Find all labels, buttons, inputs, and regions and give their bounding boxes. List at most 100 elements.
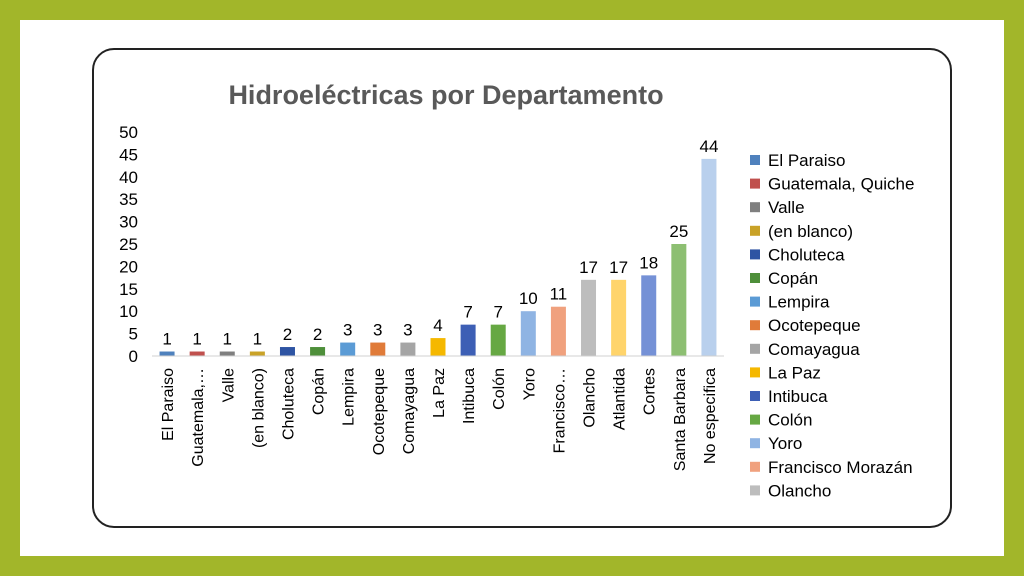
legend-swatch — [750, 367, 760, 378]
x-tick-label: Ocotepeque — [371, 368, 388, 455]
legend-swatch — [750, 155, 760, 165]
data-label: 17 — [609, 258, 628, 277]
legend-item: Copán — [768, 269, 818, 288]
x-tick-label: Choluteca — [280, 368, 297, 440]
bar — [520, 311, 536, 356]
data-label: 7 — [493, 303, 502, 322]
y-tick-label: 10 — [119, 302, 138, 321]
data-label: 3 — [343, 321, 352, 340]
bar — [310, 347, 326, 356]
x-axis: El Paraiso Guatemala,… Valle (en blanco) Cho… — [152, 355, 724, 471]
bar-chart: Hidroeléctricas por Departamento 0 5 10 15 2… — [119, 80, 914, 500]
legend-item: Intibuca — [768, 387, 828, 406]
data-label: 3 — [373, 321, 382, 340]
legend-item: Olancho — [768, 481, 831, 500]
x-tick-label: La Paz — [431, 368, 448, 418]
bar — [641, 275, 657, 356]
legend-swatch — [750, 343, 760, 354]
y-tick-label: 20 — [119, 257, 138, 276]
x-tick-label: El Paraiso — [160, 368, 177, 441]
y-tick-label: 25 — [119, 235, 138, 254]
x-tick-label: Copán — [311, 368, 328, 415]
y-tick-label: 30 — [119, 213, 138, 232]
legend-item: Guatemala, Quiche — [768, 175, 914, 194]
data-label: 18 — [639, 253, 658, 272]
x-tick-label: Yoro — [521, 368, 538, 400]
bar — [611, 279, 627, 356]
legend-item: Choluteca — [768, 245, 845, 264]
legend-swatch — [750, 414, 760, 425]
bar — [189, 351, 205, 356]
y-axis: 0 5 10 15 20 25 30 35 40 45 50 — [119, 123, 138, 366]
legend-item: La Paz — [768, 363, 821, 382]
legend-swatch — [750, 320, 760, 331]
data-label: 1 — [192, 330, 201, 349]
legend-item: Yoro — [768, 434, 802, 453]
slide-background: Hidroeléctricas por Departamento 0 5 10 15 2… — [20, 20, 1004, 556]
data-label: 44 — [699, 137, 718, 156]
legend-swatch — [750, 461, 760, 472]
y-tick-label: 5 — [129, 325, 138, 344]
x-tick-label: (en blanco) — [250, 368, 267, 448]
x-tick-label: Colón — [491, 368, 508, 410]
y-tick-label: 40 — [119, 168, 138, 187]
legend-item: (en blanco) — [768, 222, 853, 241]
legend-swatch — [750, 485, 760, 496]
data-label: 1 — [223, 330, 232, 349]
x-tick-label: Francisco… — [551, 368, 568, 453]
legend-swatch — [750, 225, 760, 236]
bar — [159, 351, 175, 356]
data-label: 1 — [162, 330, 171, 349]
bar — [460, 324, 476, 356]
bar — [219, 351, 235, 356]
y-tick-label: 45 — [119, 145, 138, 164]
data-label: 1 — [253, 330, 262, 349]
legend-item: Comayagua — [768, 340, 860, 359]
data-label: 17 — [579, 258, 598, 277]
data-label: 2 — [283, 325, 292, 344]
x-tick-label: Olancho — [582, 368, 599, 428]
y-tick-label: 35 — [119, 190, 138, 209]
legend-swatch — [750, 296, 760, 307]
legend: El Paraiso Guatemala, Quiche Valle (en blan… — [750, 151, 914, 500]
data-label: 2 — [313, 325, 322, 344]
bar — [279, 347, 295, 356]
legend-item: Lempira — [768, 293, 830, 312]
bar — [550, 306, 566, 356]
bar — [671, 244, 687, 356]
legend-item: Valle — [768, 198, 805, 217]
x-tick-label: Valle — [220, 368, 237, 402]
x-tick-label: Comayagua — [401, 368, 418, 454]
bar — [430, 338, 446, 356]
legend-item: Ocotepeque — [768, 316, 861, 335]
legend-item: Francisco Morazán — [768, 458, 913, 477]
data-label: 10 — [519, 289, 538, 308]
data-label: 3 — [403, 321, 412, 340]
legend-item: Colón — [768, 411, 812, 430]
data-label: 4 — [433, 316, 442, 335]
bar — [581, 279, 597, 356]
bar — [490, 324, 506, 356]
x-tick-label: Santa Barbara — [672, 368, 689, 471]
bar — [701, 158, 717, 356]
y-tick-label: 50 — [119, 123, 138, 142]
y-tick-label: 0 — [129, 347, 138, 366]
x-tick-label: Lempira — [341, 368, 358, 426]
x-tick-label: Cortes — [642, 368, 659, 415]
bar — [370, 342, 386, 356]
bar — [340, 342, 356, 356]
legend-swatch — [750, 202, 760, 213]
legend-swatch — [750, 273, 760, 283]
x-tick-label: Intibuca — [461, 368, 478, 424]
legend-swatch — [750, 438, 760, 449]
chart-title: Hidroeléctricas por Departamento — [228, 80, 663, 110]
bar — [249, 351, 265, 356]
legend-item: El Paraiso — [768, 151, 845, 170]
data-label: 11 — [550, 285, 568, 304]
x-tick-label: Guatemala,… — [190, 368, 207, 467]
x-tick-label: No especifica — [702, 368, 719, 464]
legend-swatch — [750, 391, 760, 401]
y-tick-label: 15 — [119, 280, 138, 299]
chart-frame: Hidroeléctricas por Departamento 0 5 10 15 2… — [92, 48, 952, 528]
